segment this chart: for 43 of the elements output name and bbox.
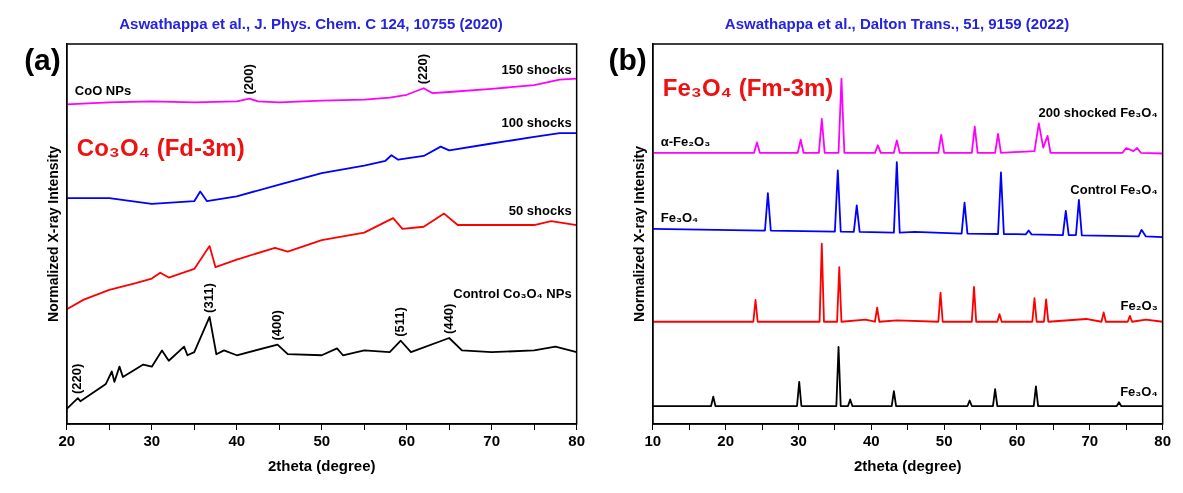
annotation: Fe₃O₄ xyxy=(660,209,699,225)
x-tick-label: 50 xyxy=(313,432,331,450)
annotation: Fe₃O₄ (Fm-3m) xyxy=(662,74,834,101)
series-label: 50 shocks xyxy=(508,203,572,219)
x-axis-title: 2theta (degree) xyxy=(853,457,962,475)
annotation: CoO NPs xyxy=(74,82,132,98)
x-tick-label: 80 xyxy=(1154,432,1171,450)
x-tick-label: 50 xyxy=(935,432,953,450)
annotation: Co₃O₄ (Fd-3m) xyxy=(76,134,245,161)
text: (a) xyxy=(24,43,61,76)
series-label: Fe₃O₄ xyxy=(1120,384,1158,400)
series-label: 200 shocked Fe₃O₄ xyxy=(1038,105,1158,121)
x-tick-label: 60 xyxy=(1008,432,1026,450)
x-tick-label: 20 xyxy=(717,432,734,450)
x-tick-label: 30 xyxy=(143,432,161,450)
x-tick-label: 40 xyxy=(862,432,880,450)
x-tick-label: 30 xyxy=(790,432,807,450)
chart-title: Aswathappa et al., Dalton Trans., 51, 9159 (2022) xyxy=(724,15,1070,33)
annotation: α-Fe₂O₃ xyxy=(660,133,711,149)
x-tick-label: 80 xyxy=(568,432,585,450)
series-label: Fe₂O₃ xyxy=(1120,297,1158,313)
x-tick-label: 40 xyxy=(228,432,246,450)
annotation: (511) xyxy=(392,307,408,337)
text: Control Co₃O₄ NPs xyxy=(453,285,572,301)
x-tick-label: 60 xyxy=(398,432,416,450)
annotation: (220) xyxy=(415,53,431,85)
annotation: (200) xyxy=(241,64,257,95)
text: (b) xyxy=(608,43,647,76)
y-axis-title: Normalized X-ray Intensity xyxy=(631,145,648,322)
x-tick-label: 10 xyxy=(644,432,662,450)
series-label: 100 shocks xyxy=(501,115,572,131)
series-label: 150 shocks xyxy=(501,61,572,77)
annotation: (220) xyxy=(69,363,85,395)
x-tick-label: 20 xyxy=(58,432,76,450)
annotation: (440) xyxy=(440,303,456,334)
chart-title: Aswathappa et al., J. Phys. Chem. C 124, 10755 (2020) xyxy=(119,15,503,33)
x-tick-label: 70 xyxy=(1081,432,1099,450)
series-label: Control Fe₃O₄ xyxy=(1070,181,1158,197)
annotation: (311) xyxy=(201,283,217,313)
y-axis-title: Normalized X-ray Intensity xyxy=(45,145,62,322)
annotation: (400) xyxy=(269,310,285,341)
x-axis-title: 2theta (degree) xyxy=(267,457,376,475)
x-tick-label: 70 xyxy=(483,432,501,450)
